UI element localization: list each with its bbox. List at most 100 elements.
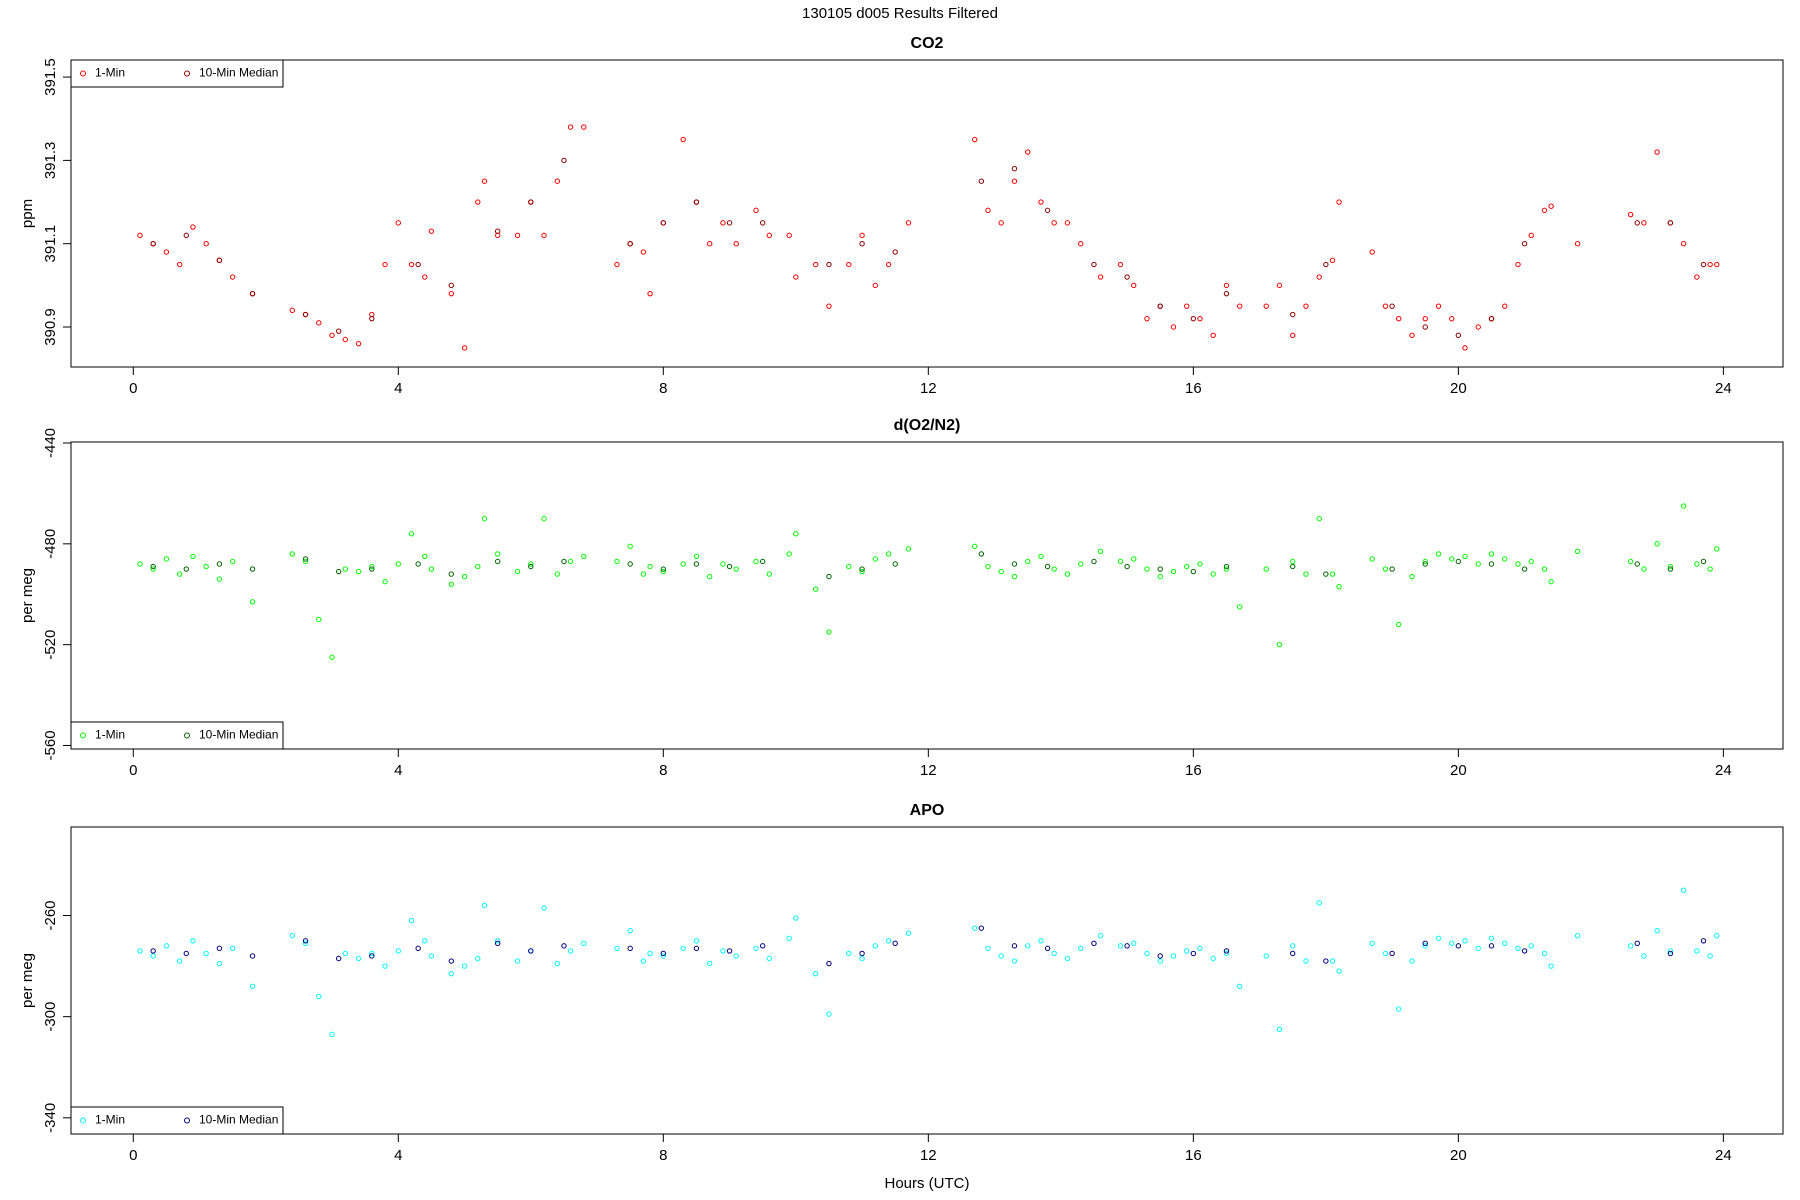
point bbox=[627, 561, 633, 567]
point bbox=[1627, 943, 1634, 949]
point bbox=[627, 543, 633, 550]
point bbox=[249, 599, 256, 605]
point bbox=[1184, 948, 1190, 954]
point bbox=[541, 905, 547, 911]
point bbox=[1707, 566, 1713, 572]
point bbox=[1409, 573, 1415, 580]
point bbox=[1475, 561, 1481, 567]
point bbox=[1541, 950, 1548, 957]
point bbox=[369, 566, 375, 572]
point bbox=[494, 558, 501, 565]
point bbox=[720, 948, 726, 954]
point bbox=[733, 566, 739, 572]
point bbox=[528, 948, 534, 954]
legend-label: 1-Min bbox=[95, 728, 125, 742]
y-tick-label: -340 bbox=[42, 1103, 59, 1133]
point bbox=[726, 563, 733, 570]
point bbox=[1707, 953, 1713, 959]
point bbox=[382, 261, 388, 268]
point bbox=[150, 953, 156, 959]
point bbox=[554, 960, 561, 967]
point bbox=[733, 241, 739, 247]
point bbox=[302, 311, 309, 318]
point bbox=[176, 571, 183, 577]
y-axis-label: ppm bbox=[19, 199, 36, 228]
point bbox=[1435, 935, 1442, 941]
point bbox=[395, 220, 401, 226]
point bbox=[163, 556, 170, 562]
point bbox=[316, 320, 322, 326]
point bbox=[514, 958, 521, 964]
point bbox=[581, 553, 587, 560]
point bbox=[972, 136, 978, 143]
point bbox=[1197, 315, 1203, 322]
point bbox=[1455, 943, 1462, 949]
point bbox=[627, 927, 633, 934]
point bbox=[693, 561, 700, 567]
point bbox=[660, 953, 667, 959]
point bbox=[905, 546, 912, 552]
y-tick-label: 391.1 bbox=[42, 225, 59, 263]
x-tick-label: 24 bbox=[1715, 1147, 1732, 1164]
x-tick-label: 12 bbox=[920, 1147, 937, 1164]
x-tick-label: 4 bbox=[394, 1147, 402, 1164]
point bbox=[1044, 207, 1051, 214]
point bbox=[369, 950, 375, 957]
point bbox=[183, 566, 189, 572]
point bbox=[766, 571, 773, 577]
point bbox=[1329, 257, 1336, 264]
point bbox=[329, 1031, 335, 1038]
point bbox=[1488, 943, 1495, 949]
point bbox=[176, 261, 183, 268]
point bbox=[1131, 556, 1137, 562]
panel-title: APO bbox=[910, 802, 945, 819]
point bbox=[1097, 933, 1104, 939]
point bbox=[872, 556, 879, 562]
point bbox=[1237, 604, 1243, 610]
point bbox=[1184, 563, 1190, 570]
point bbox=[229, 558, 236, 565]
point bbox=[448, 571, 454, 577]
point bbox=[1329, 958, 1336, 964]
point bbox=[1528, 232, 1534, 239]
point bbox=[428, 566, 435, 572]
point bbox=[1316, 515, 1322, 522]
point bbox=[1369, 556, 1375, 562]
legend-label: 10-Min Median bbox=[199, 1113, 278, 1127]
point bbox=[150, 566, 156, 572]
point bbox=[680, 136, 686, 143]
point bbox=[581, 124, 587, 130]
point bbox=[1680, 241, 1687, 247]
plot-frame bbox=[70, 826, 1784, 1135]
point bbox=[1237, 303, 1243, 309]
plot-frame bbox=[70, 441, 1784, 750]
point bbox=[1389, 566, 1395, 572]
point bbox=[846, 261, 852, 268]
point bbox=[1382, 566, 1389, 572]
point bbox=[190, 224, 196, 230]
point bbox=[1290, 311, 1296, 318]
point bbox=[614, 558, 620, 565]
y-tick-label: -520 bbox=[42, 630, 59, 660]
point bbox=[647, 290, 653, 297]
x-tick-label: 20 bbox=[1450, 762, 1467, 779]
point bbox=[1303, 958, 1309, 964]
point bbox=[137, 948, 143, 954]
point bbox=[972, 543, 978, 550]
point bbox=[972, 925, 978, 931]
point bbox=[1462, 345, 1468, 351]
point bbox=[1038, 199, 1044, 205]
x-tick-label: 20 bbox=[1450, 380, 1467, 397]
point bbox=[826, 303, 832, 309]
x-tick-label: 20 bbox=[1450, 1147, 1467, 1164]
point bbox=[1170, 568, 1177, 575]
point bbox=[812, 586, 819, 592]
point bbox=[1223, 948, 1230, 954]
point bbox=[1541, 207, 1548, 214]
point bbox=[720, 220, 726, 226]
point bbox=[1541, 566, 1548, 572]
point bbox=[812, 261, 819, 268]
point bbox=[1515, 261, 1521, 268]
point bbox=[183, 232, 189, 239]
